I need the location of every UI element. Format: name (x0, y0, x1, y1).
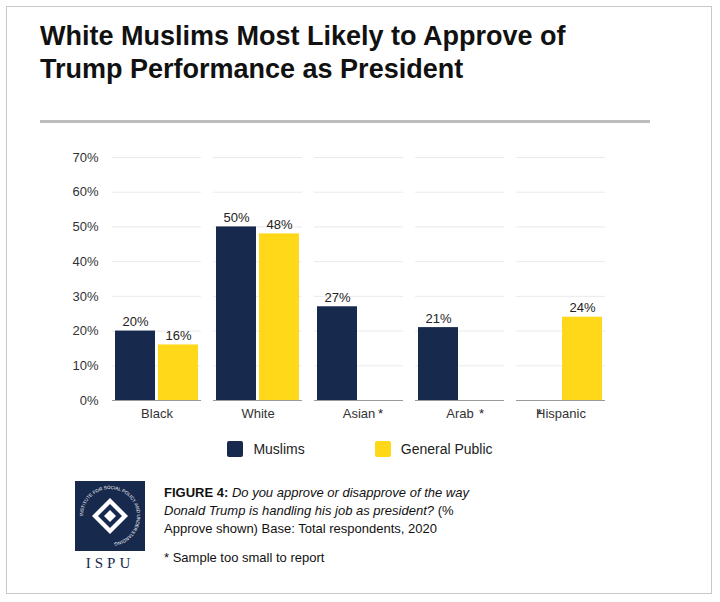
html-text:* Sample too small to report: * Sample too small to report (164, 550, 325, 565)
svg-text:40%: 40% (72, 254, 98, 269)
svg-text:Asian: Asian (343, 406, 376, 421)
svg-text:Arab: Arab (446, 406, 473, 421)
html-text:FIGURE 4: Do you approve or di: FIGURE 4: Do you approve or disapprove o… (164, 485, 469, 536)
svg-text:Black: Black (141, 406, 173, 421)
svg-text:27%: 27% (324, 290, 350, 305)
svg-text:0%: 0% (80, 393, 99, 408)
svg-text:*: * (479, 406, 484, 421)
svg-text:50%: 50% (72, 219, 98, 234)
html-text:White Muslims Most Likely to A: White Muslims Most Likely to Approve of … (40, 21, 566, 84)
svg-text:20%: 20% (122, 314, 148, 329)
svg-text:White: White (241, 406, 274, 421)
svg-text:50%: 50% (223, 210, 249, 225)
svg-text:Hispanic: Hispanic (536, 406, 586, 421)
svg-text:*: * (537, 406, 542, 421)
svg-text:10%: 10% (72, 358, 98, 373)
svg-text:20%: 20% (72, 323, 98, 338)
svg-text:ISPU: ISPU (86, 555, 135, 571)
svg-text:60%: 60% (72, 184, 98, 199)
svg-text:INSTITUTE FOR SOCIAL POLICY AN: INSTITUTE FOR SOCIAL POLICY AND UNDERSTA… (79, 485, 141, 547)
html-text:General Public: General Public (400, 441, 493, 457)
svg-text:70%: 70% (72, 150, 98, 165)
svg-text:16%: 16% (165, 328, 191, 343)
svg-text:24%: 24% (569, 300, 595, 315)
html-text:Muslims: Muslims (253, 441, 305, 457)
svg-text:30%: 30% (72, 289, 98, 304)
svg-text:21%: 21% (425, 311, 451, 326)
svg-text:*: * (378, 406, 383, 421)
svg-text:48%: 48% (266, 217, 292, 232)
